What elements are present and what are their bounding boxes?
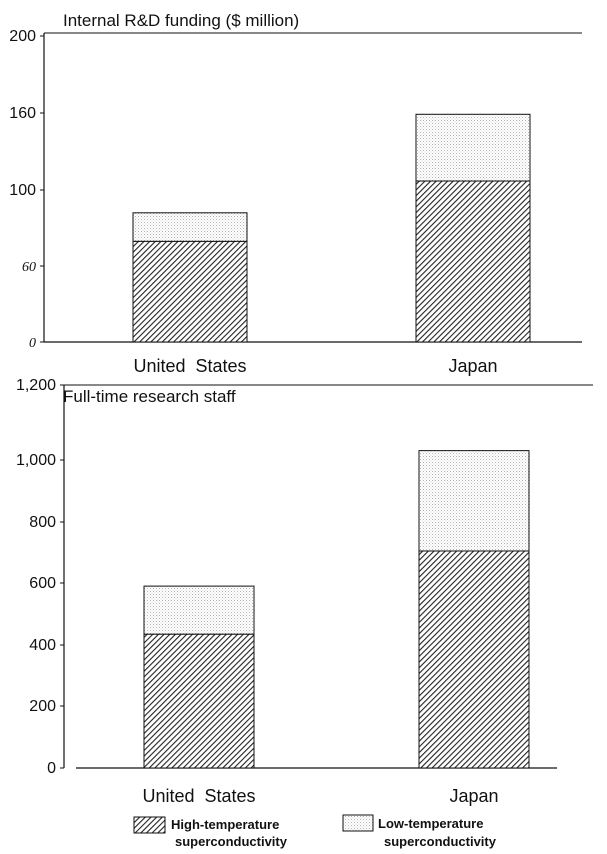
staff-bar-united-states-high-temperature (143, 633, 255, 769)
staff-y-tick-label: 800 (29, 514, 56, 531)
funding-chart-bars (132, 113, 531, 343)
legend-label-low-temperature-line1: Low-temperature (378, 816, 483, 831)
funding-category-label: Japan (448, 356, 497, 376)
staff-chart-categories: United States Japan (142, 786, 498, 806)
staff-category-label: United States (142, 786, 255, 806)
legend-item-low-temperature: Low-temperature superconductivity (342, 814, 497, 849)
legend-swatch-high-temperature (133, 816, 166, 834)
staff-chart: Full-time research staff 0 200 400 600 800 1,… (16, 377, 593, 806)
legend-label-low-temperature-line2: superconductivity (384, 834, 497, 849)
funding-y-tick-label: 0 (29, 336, 36, 351)
legend-label-high-temperature-line2: superconductivity (175, 834, 288, 849)
staff-category-label: Japan (449, 786, 498, 806)
legend-swatch-low-temperature (342, 814, 374, 832)
funding-bar-united-states-low-temperature (132, 212, 248, 242)
legend-item-high-temperature: High-temperature superconductivity (133, 816, 288, 849)
funding-bar-united-states-high-temperature (132, 240, 248, 343)
staff-y-tick-label: 0 (47, 760, 56, 777)
staff-chart-bars (143, 450, 530, 769)
funding-y-tick-label: 160 (9, 105, 36, 122)
funding-y-tick-label: 200 (9, 28, 36, 45)
staff-y-tick-label: 200 (29, 698, 56, 715)
funding-category-label: United States (133, 356, 246, 376)
funding-chart-y-ticks: 0 60 100 160 200 (9, 28, 44, 351)
funding-bar-japan-low-temperature (415, 113, 531, 182)
staff-chart-y-ticks: 0 200 400 600 800 1,000 1,200 (16, 377, 64, 777)
legend-label-high-temperature-line1: High-temperature (171, 817, 279, 832)
funding-bar-japan-high-temperature (415, 180, 531, 343)
staff-chart-title: Full-time research staff (63, 387, 236, 406)
staff-y-tick-label: 1,000 (16, 452, 56, 469)
staff-bar-japan-low-temperature (418, 450, 530, 552)
legend: High-temperature superconductivity Low-t… (133, 814, 497, 849)
funding-y-tick-label: 100 (9, 182, 36, 199)
funding-chart: Internal R&D funding ($ million) 0 60 100 1… (9, 11, 582, 376)
staff-y-tick-label: 1,200 (16, 377, 56, 394)
funding-y-tick-label: 60 (22, 260, 36, 275)
staff-bar-japan-high-temperature (418, 550, 530, 769)
funding-chart-title: Internal R&D funding ($ million) (63, 11, 299, 30)
staff-y-tick-label: 600 (29, 575, 56, 592)
staff-bar-united-states-low-temperature (143, 585, 255, 635)
staff-y-tick-label: 400 (29, 637, 56, 654)
funding-chart-categories: United States Japan (133, 356, 497, 376)
